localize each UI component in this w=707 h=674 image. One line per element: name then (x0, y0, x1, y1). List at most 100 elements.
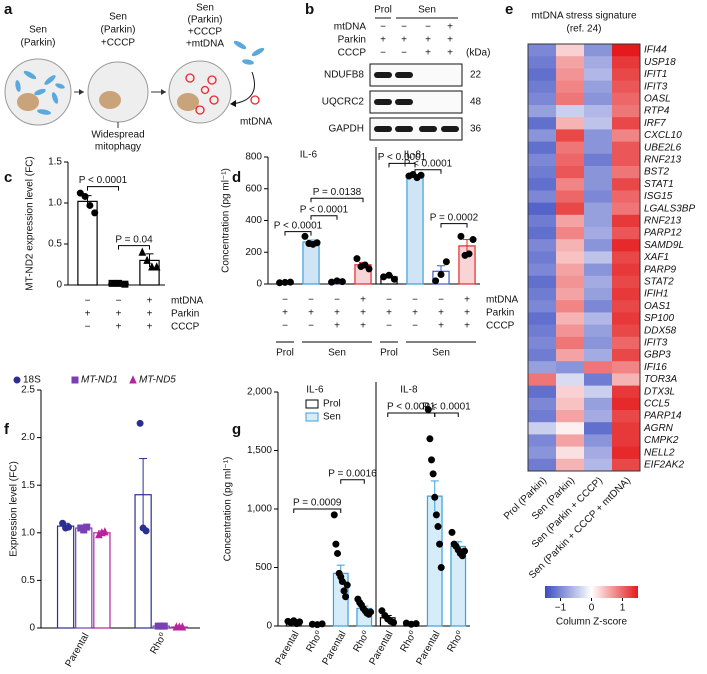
point (121, 280, 129, 288)
blot-sign: + (401, 35, 407, 46)
point (432, 511, 440, 519)
point (129, 375, 137, 384)
condition-sign: + (85, 309, 91, 320)
point (286, 278, 294, 286)
protein-name: GAPDH (328, 124, 364, 135)
note: Widespread (91, 130, 144, 141)
heat-cell (612, 361, 641, 374)
cell-label: +mtDNA (186, 39, 224, 50)
point (313, 239, 321, 247)
facet-title: IL-6 (306, 385, 324, 396)
heat-cell (528, 275, 557, 289)
bar (56, 525, 75, 629)
row-label: AGRN (643, 423, 674, 434)
row-label: RTP4 (644, 106, 670, 117)
condition-sign: + (334, 308, 340, 319)
heat-cell (584, 56, 613, 69)
condition-name: mtDNA (171, 296, 204, 307)
panel-letter: g (232, 421, 241, 438)
point (432, 277, 440, 285)
facet-title: IL-8 (404, 150, 422, 161)
heat-cell (556, 434, 585, 447)
heat-cell (612, 397, 641, 411)
heat-cell (584, 458, 613, 472)
heat-cell (556, 80, 585, 94)
heat-cell (612, 227, 641, 240)
heat-cell (612, 349, 641, 362)
protein-name: UQCRC2 (322, 97, 365, 108)
row-label: PARP12 (644, 228, 682, 239)
heat-cell (556, 68, 585, 81)
condition-name: Parkin (171, 309, 199, 320)
y-tick-label: 1.5 (21, 480, 35, 491)
point (390, 275, 398, 283)
condition-sign: + (116, 309, 122, 320)
band (374, 72, 392, 78)
row-label: SAMD9L (644, 240, 684, 251)
point (334, 549, 342, 557)
cell (87, 61, 149, 123)
heat-cell (584, 263, 613, 277)
row-label: OAS1 (644, 301, 671, 312)
point (338, 578, 346, 586)
band (441, 126, 459, 132)
heat-cell (584, 336, 613, 350)
heat-cell (612, 422, 641, 435)
mtdna-ring (250, 95, 260, 105)
point (138, 247, 147, 256)
heat-cell (528, 349, 557, 362)
heat-cell (584, 324, 613, 338)
heat-cell (556, 312, 585, 325)
heat-cell (528, 202, 557, 216)
bracket (118, 245, 150, 250)
heat-cell (584, 397, 613, 411)
row-label: NELL2 (644, 447, 675, 458)
heat-cell (528, 361, 557, 374)
heat-cell (556, 129, 585, 142)
heat-cell (528, 336, 557, 350)
point (412, 620, 420, 628)
heat-cell (584, 92, 613, 106)
cell-label: (Parkin) (100, 25, 135, 36)
row-label: IFIH1 (644, 289, 668, 300)
point (115, 279, 122, 287)
condition-sign: + (282, 308, 288, 319)
point (148, 262, 156, 271)
x-tick-label: Parental (273, 629, 301, 667)
heat-cell (556, 300, 585, 313)
mtdna-label: mtDNA (240, 117, 273, 128)
p-value: P = 0.0002 (430, 212, 479, 223)
y-tick-label: 600 (245, 183, 262, 194)
row-label: PARP9 (644, 264, 676, 275)
condition-name: mtDNA (486, 295, 519, 306)
heat-cell (612, 153, 641, 167)
condition-sign: − (438, 295, 444, 306)
y-tick-label: 1,000 (247, 504, 272, 515)
heat-cell (556, 422, 585, 435)
legend-label: Sen (323, 412, 341, 423)
condition-sign: + (438, 321, 444, 332)
y-tick-label: 200 (245, 247, 262, 258)
point (71, 376, 79, 384)
y-tick-label: 400 (245, 215, 262, 226)
heat-cell (584, 312, 613, 325)
protein-kda: 36 (470, 124, 482, 135)
condition-sign: − (412, 321, 418, 332)
point (91, 209, 99, 217)
heat-cell (584, 117, 613, 130)
heat-cell (612, 68, 641, 81)
nucleus (99, 91, 121, 109)
point (429, 470, 437, 478)
point (365, 265, 373, 273)
legend-swatch (305, 412, 319, 422)
panel-letter: c (4, 169, 12, 186)
x-tick-label: Rho⁰ (304, 629, 325, 654)
mitochondria (15, 70, 65, 115)
point (143, 255, 151, 264)
heat-cell (584, 288, 613, 301)
x-tick-label: Rho⁰ (148, 631, 169, 656)
heat-cell (612, 300, 641, 313)
colorbar-label: Column Z-score (556, 617, 628, 628)
group-label: Sen (432, 348, 450, 359)
x-tick-label: Rho⁰ (398, 629, 419, 654)
